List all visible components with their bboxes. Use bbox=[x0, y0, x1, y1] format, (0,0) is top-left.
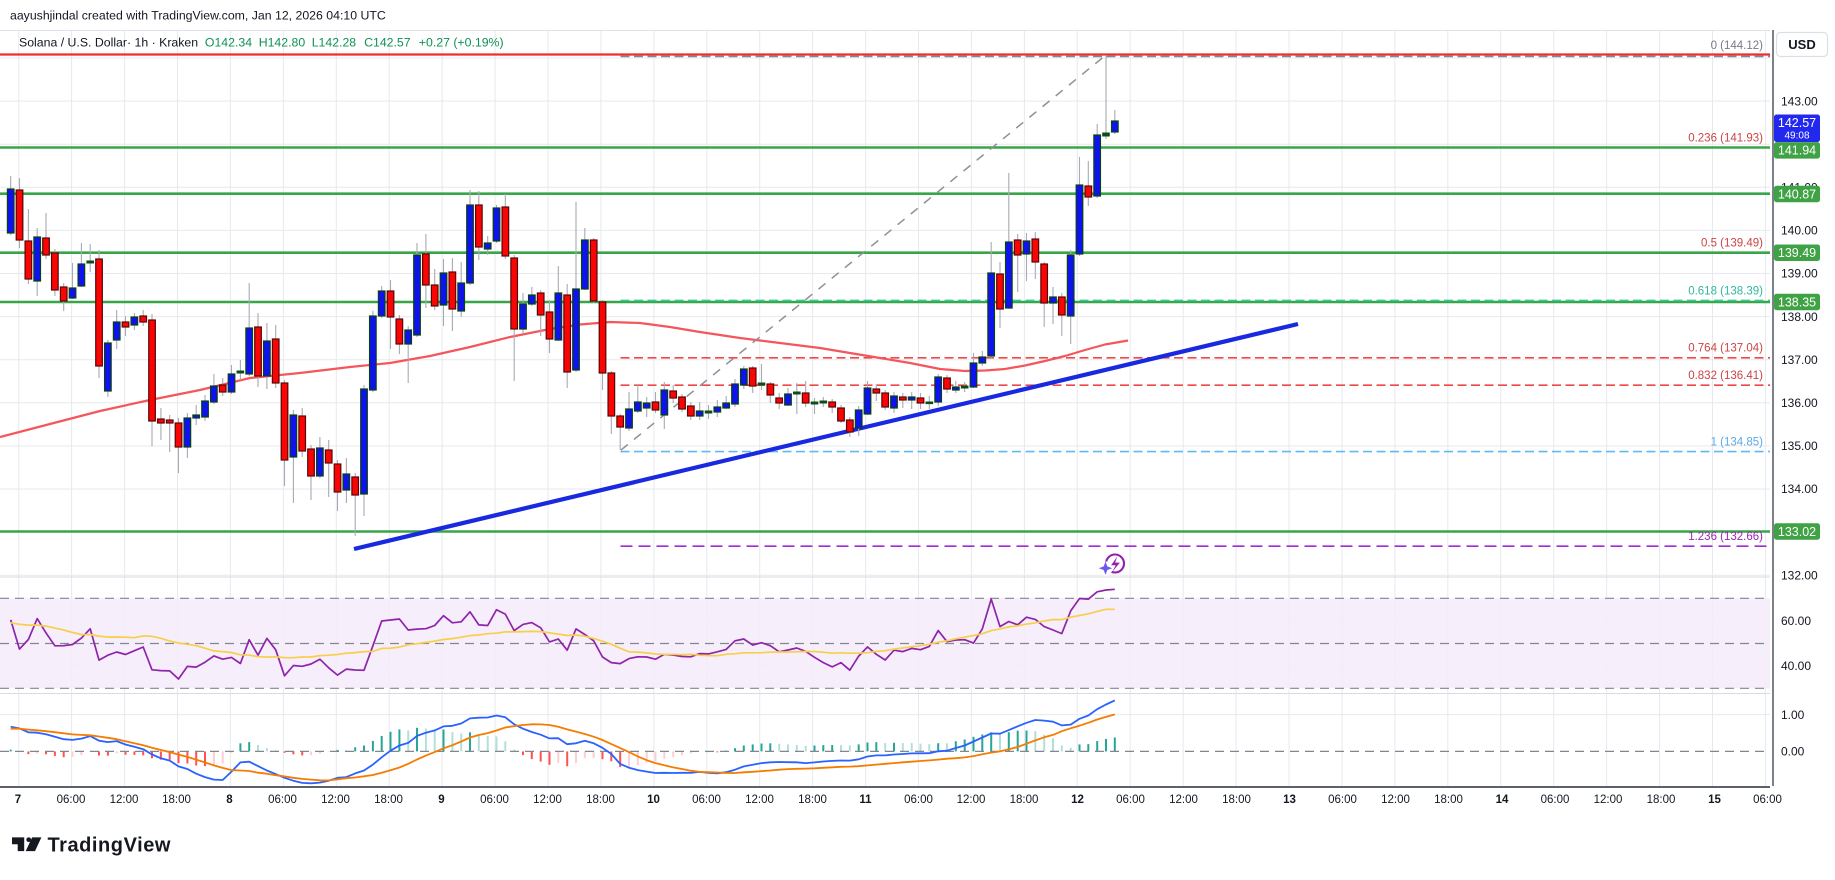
svg-text:C142.57: C142.57 bbox=[364, 36, 411, 50]
svg-text:0.764 (137.04): 0.764 (137.04) bbox=[1688, 343, 1763, 355]
svg-text:133.02: 133.02 bbox=[1778, 525, 1816, 539]
svg-text:06:00: 06:00 bbox=[692, 794, 721, 806]
svg-text:12:00: 12:00 bbox=[533, 794, 562, 806]
svg-text:0.236 (141.93): 0.236 (141.93) bbox=[1688, 133, 1763, 145]
svg-text:134.00: 134.00 bbox=[1781, 482, 1818, 496]
svg-text:139.00: 139.00 bbox=[1781, 267, 1818, 281]
svg-text:140.00: 140.00 bbox=[1781, 224, 1818, 238]
svg-text:06:00: 06:00 bbox=[1753, 794, 1782, 806]
svg-text:139.49: 139.49 bbox=[1778, 246, 1816, 260]
svg-text:143.00: 143.00 bbox=[1781, 94, 1818, 108]
svg-text:12:00: 12:00 bbox=[1169, 794, 1198, 806]
svg-text:1.236 (132.66): 1.236 (132.66) bbox=[1688, 531, 1763, 543]
svg-text:0.618 (138.39): 0.618 (138.39) bbox=[1688, 285, 1763, 297]
svg-text:06:00: 06:00 bbox=[904, 794, 933, 806]
svg-text:12: 12 bbox=[1071, 794, 1084, 806]
svg-text:136.00: 136.00 bbox=[1781, 396, 1818, 410]
svg-text:18:00: 18:00 bbox=[162, 794, 191, 806]
svg-text:06:00: 06:00 bbox=[1328, 794, 1357, 806]
svg-text:1.00: 1.00 bbox=[1781, 708, 1805, 722]
svg-text:06:00: 06:00 bbox=[1116, 794, 1145, 806]
svg-text:06:00: 06:00 bbox=[1541, 794, 1570, 806]
svg-text:0.832 (136.41): 0.832 (136.41) bbox=[1688, 370, 1763, 382]
svg-text:137.00: 137.00 bbox=[1781, 353, 1818, 367]
svg-text:10: 10 bbox=[647, 794, 660, 806]
svg-text:USD: USD bbox=[1788, 37, 1815, 52]
svg-text:06:00: 06:00 bbox=[480, 794, 509, 806]
svg-text:15: 15 bbox=[1708, 794, 1721, 806]
svg-text:18:00: 18:00 bbox=[374, 794, 403, 806]
svg-text:18:00: 18:00 bbox=[1222, 794, 1251, 806]
svg-text:7: 7 bbox=[15, 794, 21, 806]
svg-text:12:00: 12:00 bbox=[321, 794, 350, 806]
svg-text:14: 14 bbox=[1496, 794, 1509, 806]
svg-text:H142.80: H142.80 bbox=[259, 36, 306, 50]
svg-text:141.94: 141.94 bbox=[1778, 144, 1816, 158]
svg-text:18:00: 18:00 bbox=[586, 794, 615, 806]
svg-text:142.57: 142.57 bbox=[1778, 116, 1816, 130]
svg-text:18:00: 18:00 bbox=[1647, 794, 1676, 806]
svg-text:O142.34: O142.34 bbox=[205, 36, 252, 50]
svg-text:12:00: 12:00 bbox=[110, 794, 139, 806]
svg-text:138.35: 138.35 bbox=[1778, 295, 1816, 309]
svg-text:0.5 (139.49): 0.5 (139.49) bbox=[1701, 238, 1763, 250]
svg-text:8: 8 bbox=[226, 794, 233, 806]
svg-text:9: 9 bbox=[438, 794, 444, 806]
svg-text:13: 13 bbox=[1283, 794, 1296, 806]
svg-text:12:00: 12:00 bbox=[957, 794, 986, 806]
svg-text:06:00: 06:00 bbox=[268, 794, 297, 806]
svg-text:12:00: 12:00 bbox=[1594, 794, 1623, 806]
svg-text:49:08: 49:08 bbox=[1784, 131, 1809, 142]
svg-text:18:00: 18:00 bbox=[1010, 794, 1039, 806]
svg-text:135.00: 135.00 bbox=[1781, 439, 1818, 453]
svg-text:1 (134.85): 1 (134.85) bbox=[1711, 436, 1764, 448]
svg-text:18:00: 18:00 bbox=[798, 794, 827, 806]
svg-text:12:00: 12:00 bbox=[1381, 794, 1410, 806]
svg-text:140.87: 140.87 bbox=[1778, 187, 1816, 201]
svg-text:TradingView: TradingView bbox=[48, 834, 172, 856]
svg-text:06:00: 06:00 bbox=[57, 794, 86, 806]
svg-text:aayushjindal created with Trad: aayushjindal created with TradingView.co… bbox=[10, 9, 386, 23]
svg-text:0 (144.12): 0 (144.12) bbox=[1711, 40, 1764, 52]
svg-text:12:00: 12:00 bbox=[745, 794, 774, 806]
svg-text:40.00: 40.00 bbox=[1781, 659, 1811, 673]
svg-text:+0.27 (+0.19%): +0.27 (+0.19%) bbox=[419, 36, 504, 50]
svg-text:60.00: 60.00 bbox=[1781, 614, 1811, 628]
svg-text:11: 11 bbox=[859, 794, 872, 806]
svg-text:L142.28: L142.28 bbox=[312, 36, 357, 50]
svg-text:0.00: 0.00 bbox=[1781, 745, 1805, 759]
svg-text:18:00: 18:00 bbox=[1434, 794, 1463, 806]
svg-text:138.00: 138.00 bbox=[1781, 310, 1818, 324]
svg-text:· 1h · Kraken: · 1h · Kraken bbox=[127, 36, 198, 50]
svg-text:Solana / U.S. Dollar: Solana / U.S. Dollar bbox=[19, 36, 127, 50]
svg-text:132.00: 132.00 bbox=[1781, 568, 1818, 582]
